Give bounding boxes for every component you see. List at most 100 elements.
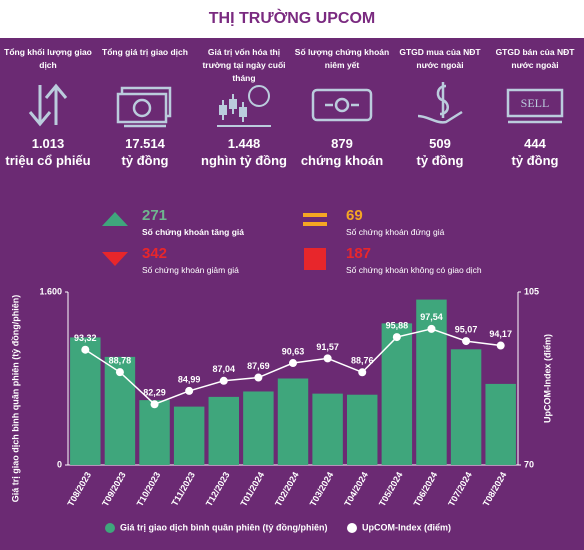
point <box>392 333 401 342</box>
summary-value: 69 <box>346 207 363 224</box>
data-label: 91,57 <box>316 342 339 352</box>
point <box>254 373 263 382</box>
stat-value: 879 <box>331 136 353 151</box>
title: THỊ TRƯỜNG UPCOM <box>0 0 584 38</box>
bar <box>347 394 378 465</box>
point <box>289 359 297 368</box>
icon: SELL <box>506 88 564 124</box>
stat-unit: chứng khoán <box>300 153 384 168</box>
summary-label: Số chứng khoán đứng giá <box>346 227 445 237</box>
summary-label: Số chứng khoán giảm giá <box>142 265 239 275</box>
point <box>219 376 228 385</box>
y2-tick-label: 70 <box>524 459 534 469</box>
stat-unit: tỷ đồng <box>416 153 464 168</box>
stat-label: Tổng khối lượng giao dịch <box>4 47 92 70</box>
x-tick-label: T07/2024 <box>446 470 474 508</box>
y2-tick-label: 105 <box>524 286 539 296</box>
stat: Số lượng chứng khoán niêm yết 879 chứng … <box>294 46 390 168</box>
data-label: 94,17 <box>489 329 512 339</box>
bar <box>485 383 516 465</box>
y2-axis-label: UpCOM-Index (điểm) <box>542 334 552 423</box>
icon <box>116 86 172 128</box>
x-tick-label: T05/2024 <box>377 470 405 508</box>
data-label: 87,69 <box>247 361 270 371</box>
legend-marker <box>105 523 115 533</box>
stat-label: GTGD bán của NĐT nước ngoài <box>495 47 575 70</box>
bar <box>173 406 205 465</box>
stat-label: Số lượng chứng khoán niêm yết <box>294 47 390 70</box>
x-tick-label: T11/2023 <box>170 470 197 508</box>
data-label: 95,07 <box>455 324 478 334</box>
stat-label: GTGD mua của NĐT nước ngoài <box>399 47 481 70</box>
data-label: 95,88 <box>386 320 409 330</box>
equal-icon <box>303 213 327 226</box>
x-tick-label: T08/2024 <box>481 470 509 508</box>
bar <box>381 323 413 465</box>
summary-value: 187 <box>346 245 372 262</box>
stat-value: 1.013 <box>31 136 65 151</box>
stat-value: 509 <box>429 136 451 151</box>
point <box>81 345 90 354</box>
bar <box>70 337 101 465</box>
stat: Tổng khối lượng giao dịch 1.013 triệu cổ… <box>0 46 96 168</box>
stat-value: 444 <box>524 136 546 151</box>
x-tick-label: T10/2023 <box>135 470 163 508</box>
legend-marker <box>347 523 357 533</box>
y-axis-label: Giá trị giao dịch bình quân phiên (tỷ đồ… <box>10 295 20 503</box>
summary-item: 69 Số chứng khoán đứng giá <box>346 207 566 237</box>
bar <box>416 299 447 465</box>
bar <box>312 393 343 465</box>
x-tick-label: T01/2024 <box>238 470 266 508</box>
icon <box>417 82 463 124</box>
stat-label: Tổng giá trị giao dịch <box>102 47 188 57</box>
stat: GTGD mua của NĐT nước ngoài 509 tỷ đồng <box>392 46 488 168</box>
data-label: 87,04 <box>213 364 236 374</box>
point <box>185 386 194 395</box>
up-icon <box>102 212 128 226</box>
stat: GTGD bán của NĐT nước ngoài SELL 444 tỷ … <box>487 46 583 168</box>
x-tick-label: T02/2024 <box>273 470 301 508</box>
data-label: 88,76 <box>351 356 374 366</box>
bar <box>208 396 239 465</box>
square-icon <box>304 248 326 270</box>
x-tick-label: T09/2023 <box>100 470 128 508</box>
stat: Tổng giá trị giao dịch 17.514 tỷ đồng <box>97 46 193 168</box>
y-tick-label: 1.600 <box>39 286 62 296</box>
icon <box>217 85 271 127</box>
summary-value: 342 <box>142 245 168 262</box>
icon <box>311 88 373 122</box>
stat-unit: triệu cổ phiếu <box>5 153 91 168</box>
point <box>115 368 124 377</box>
legend-label: UpCOM-Index (điểm) <box>362 522 451 532</box>
stat-unit: tỷ đồng <box>121 153 169 168</box>
point <box>150 400 159 409</box>
data-label: 97,54 <box>420 312 443 322</box>
summary-item: 187 Số chứng khoán không có giao dịch <box>346 245 566 275</box>
summary-value: 271 <box>142 207 168 224</box>
stat-unit: tỷ đồng <box>511 153 559 168</box>
summary-item: 271 Số chứng khoán tăng giá <box>142 207 362 237</box>
point <box>323 354 332 363</box>
bar <box>139 400 170 465</box>
point <box>427 324 436 333</box>
summary-item: 342 Số chứng khoán giảm giá <box>142 245 362 275</box>
point <box>358 368 367 377</box>
bar <box>450 349 482 465</box>
stat: Giá trị vốn hóa thị trường tại ngày cuối… <box>194 46 294 168</box>
icon-text: SELL <box>521 96 550 110</box>
stat-value: 1.448 <box>227 136 261 151</box>
data-label: 82,29 <box>143 388 166 398</box>
point <box>496 341 505 350</box>
stat-unit: nghìn tỷ đồng <box>201 153 287 168</box>
down-icon <box>102 252 128 266</box>
bar <box>243 391 274 465</box>
x-tick-label: T06/2024 <box>412 470 440 508</box>
data-label: 93,32 <box>74 333 97 343</box>
summary-label: Số chứng khoán không có giao dịch <box>346 265 482 275</box>
stat-value: 17.514 <box>125 136 165 151</box>
x-tick-label: T08/2023 <box>65 470 93 508</box>
x-tick-label: T03/2024 <box>308 470 336 508</box>
x-tick-label: T04/2024 <box>342 470 370 508</box>
data-label: 90,63 <box>282 346 305 356</box>
